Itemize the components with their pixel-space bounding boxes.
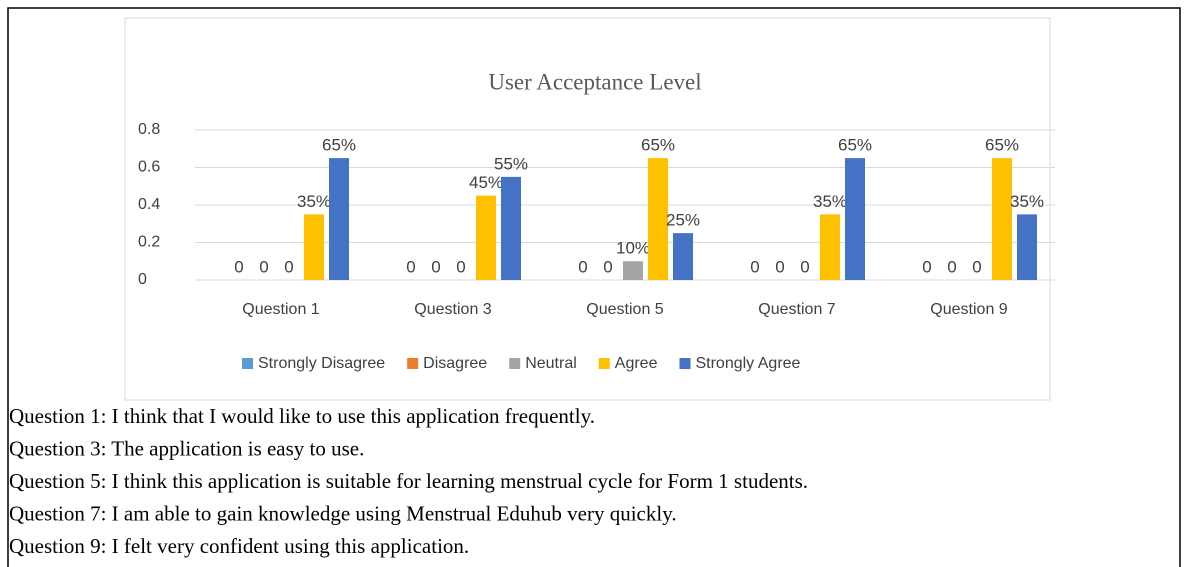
legend-swatch bbox=[679, 358, 691, 369]
data-label: 0 bbox=[750, 257, 759, 276]
data-label: 25% bbox=[666, 211, 700, 230]
data-label: 65% bbox=[322, 136, 356, 155]
x-tick-label: Question 5 bbox=[586, 301, 663, 318]
x-tick-label: Question 7 bbox=[758, 301, 835, 318]
legend-swatch bbox=[242, 358, 253, 369]
y-tick-label: 0.4 bbox=[138, 196, 160, 213]
chart-border bbox=[124, 17, 1051, 401]
data-label: 65% bbox=[641, 136, 675, 155]
bar bbox=[476, 195, 496, 280]
y-tick-label: 0 bbox=[138, 271, 147, 288]
legend-swatch bbox=[407, 358, 419, 369]
x-tick-label: Question 3 bbox=[414, 301, 491, 318]
note: Question 7: I am able to gain knowledge … bbox=[9, 501, 677, 525]
data-label: 0 bbox=[284, 257, 293, 276]
bar bbox=[673, 233, 693, 280]
legend-label: Agree bbox=[615, 355, 658, 372]
data-label: 65% bbox=[985, 136, 1019, 155]
bar bbox=[329, 158, 349, 280]
data-label: 0 bbox=[234, 257, 243, 276]
frame bbox=[7, 7, 1181, 567]
bar bbox=[501, 176, 521, 280]
data-label: 0 bbox=[259, 257, 268, 276]
data-label: 0 bbox=[972, 257, 981, 276]
data-label: 65% bbox=[838, 136, 872, 155]
legend-label: Strongly Agree bbox=[695, 355, 800, 372]
data-label: 0 bbox=[603, 257, 612, 276]
data-label: 45% bbox=[469, 173, 503, 192]
legend-swatch bbox=[509, 358, 521, 369]
data-label: 0 bbox=[406, 257, 415, 276]
data-label: 0 bbox=[456, 257, 465, 276]
x-tick-label: Question 9 bbox=[930, 301, 1007, 318]
data-label: 35% bbox=[297, 192, 331, 211]
data-label: 0 bbox=[922, 257, 931, 276]
data-label: 0 bbox=[578, 257, 587, 276]
y-tick-label: 0.6 bbox=[138, 159, 160, 176]
data-label: 0 bbox=[431, 257, 440, 276]
note: Question 5: I think this application is … bbox=[9, 469, 808, 493]
data-label: 10% bbox=[616, 239, 650, 258]
bar bbox=[648, 158, 668, 280]
x-tick-label: Question 1 bbox=[242, 301, 319, 318]
legend-label: Strongly Disagree bbox=[258, 355, 385, 372]
y-tick-label: 0.8 bbox=[138, 121, 160, 138]
legend-label: Neutral bbox=[525, 355, 577, 372]
bar bbox=[304, 214, 324, 280]
bar bbox=[1017, 214, 1037, 280]
data-label: 35% bbox=[813, 192, 847, 211]
data-label: 35% bbox=[1010, 192, 1044, 211]
note: Question 3: The application is easy to u… bbox=[9, 436, 364, 460]
data-label: 0 bbox=[775, 257, 784, 276]
legend-swatch bbox=[598, 358, 610, 369]
bar bbox=[623, 261, 643, 280]
bar bbox=[845, 158, 865, 280]
chart-title: User Acceptance Level bbox=[488, 69, 701, 94]
note: Question 1: I think that I would like to… bbox=[9, 404, 595, 428]
data-label: 55% bbox=[494, 154, 528, 173]
data-label: 0 bbox=[947, 257, 956, 276]
bar bbox=[992, 158, 1012, 280]
bar bbox=[820, 214, 840, 280]
note: Question 9: I felt very confident using … bbox=[9, 534, 469, 558]
y-tick-label: 0.2 bbox=[138, 234, 160, 251]
data-label: 0 bbox=[800, 257, 809, 276]
legend-label: Disagree bbox=[423, 355, 487, 372]
